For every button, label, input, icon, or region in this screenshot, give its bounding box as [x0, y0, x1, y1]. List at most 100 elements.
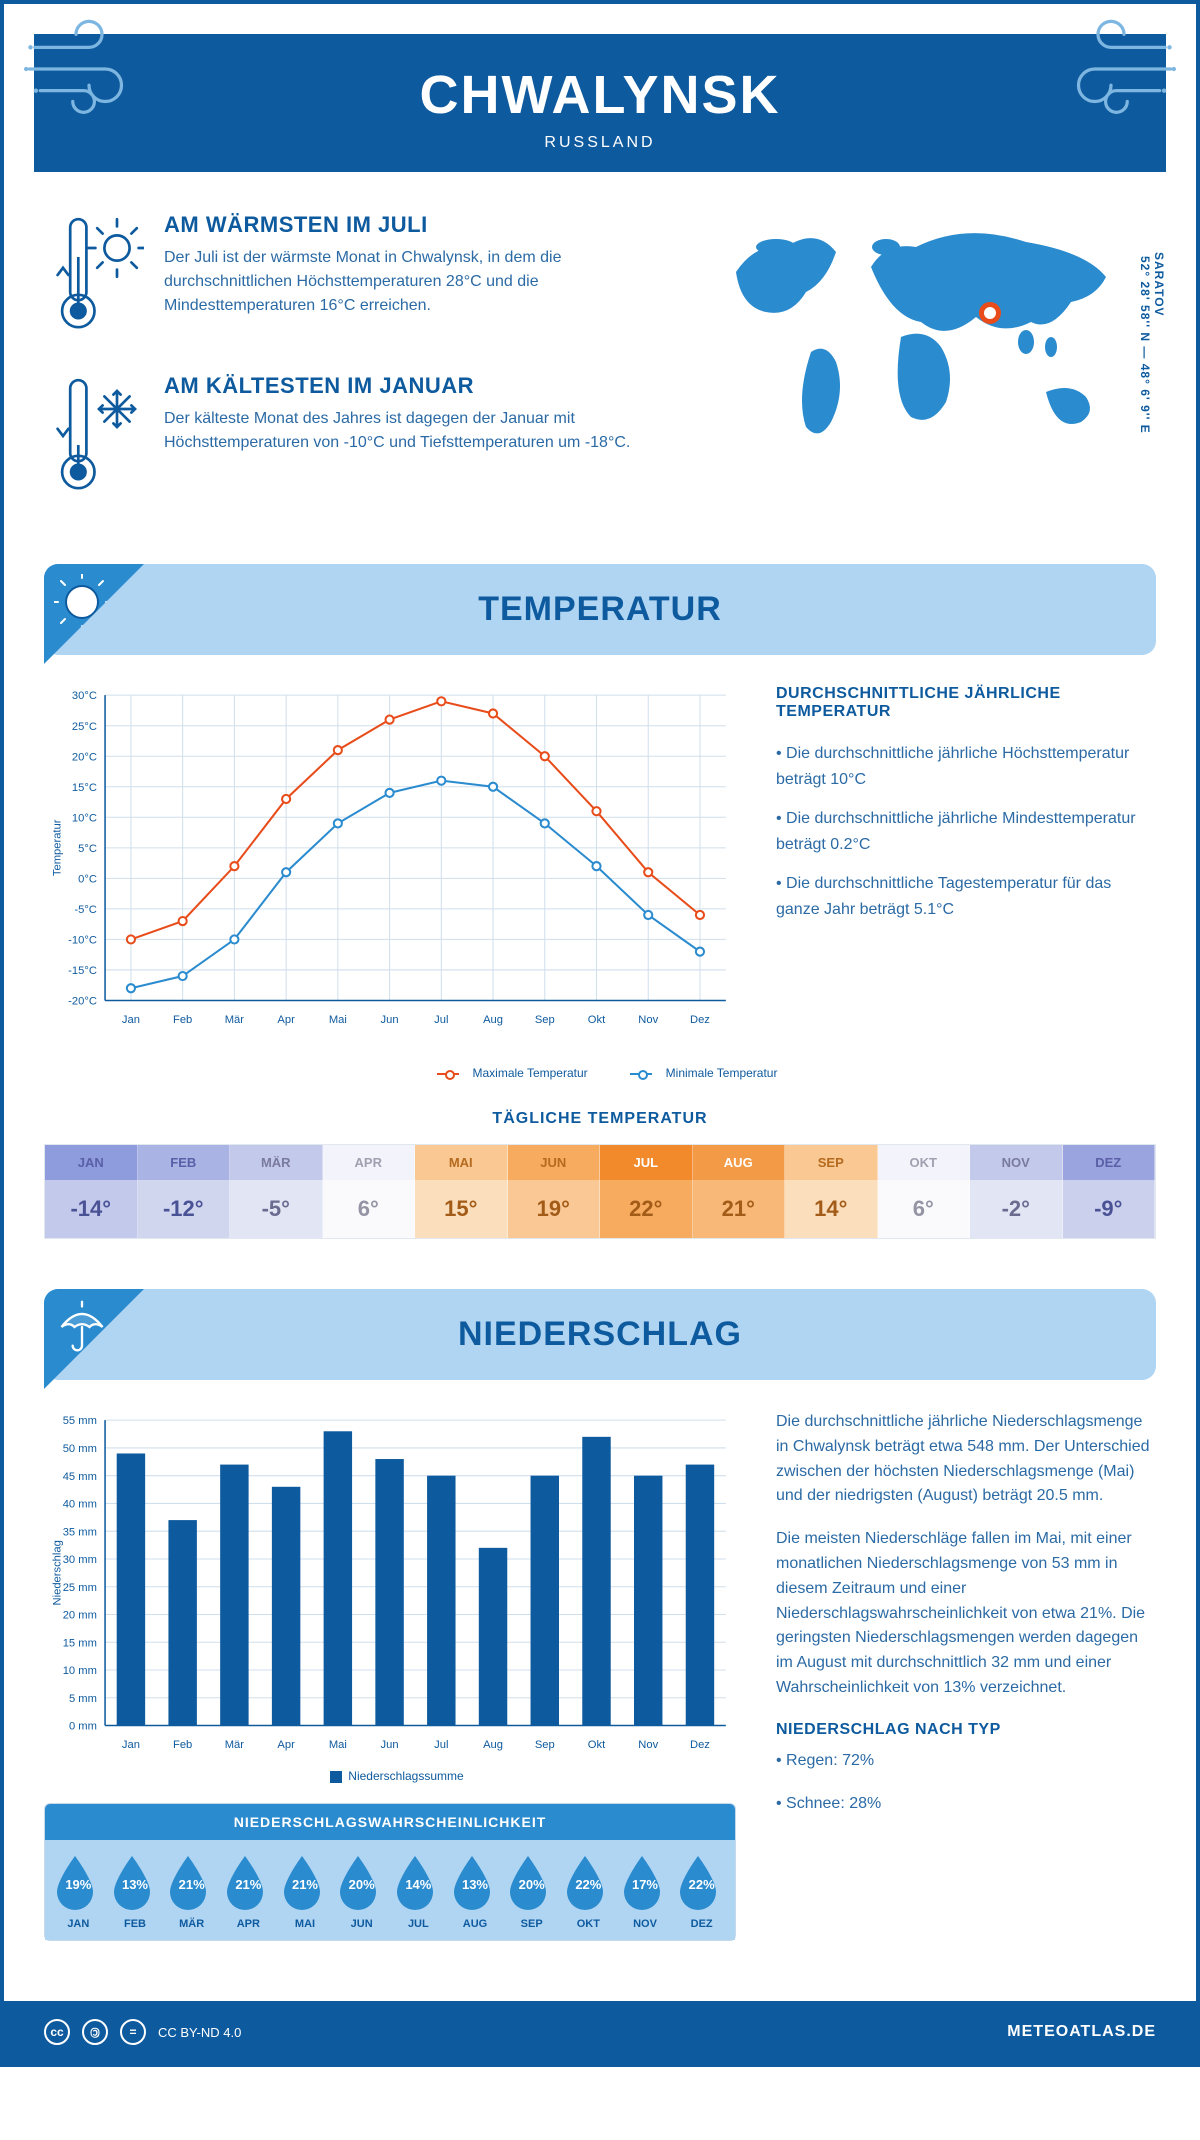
- probability-value: 22%: [575, 1877, 601, 1892]
- svg-text:Okt: Okt: [588, 1739, 606, 1751]
- daily-value: 21°: [693, 1180, 786, 1238]
- precip-text-1: Die durchschnittliche jährliche Niedersc…: [776, 1410, 1156, 1509]
- probability-month: JUN: [334, 1918, 389, 1930]
- footer: cc 🄯 = CC BY-ND 4.0 METEOATLAS.DE: [4, 2001, 1196, 2063]
- probability-cell: 13% AUG: [448, 1854, 503, 1930]
- temp-info-heading: DURCHSCHNITTLICHE JÄHRLICHE TEMPERATUR: [776, 685, 1156, 721]
- daily-month: JUL: [600, 1145, 693, 1180]
- daily-temp-heading: TÄGLICHE TEMPERATUR: [44, 1110, 1156, 1128]
- svg-text:Jun: Jun: [381, 1739, 399, 1751]
- svg-text:Nov: Nov: [638, 1739, 658, 1751]
- svg-text:10°C: 10°C: [72, 812, 97, 824]
- daily-month: FEB: [138, 1145, 231, 1180]
- cc-nd-icon: =: [120, 2019, 146, 2045]
- svg-text:15°C: 15°C: [72, 782, 97, 794]
- cc-icon: cc: [44, 2019, 70, 2045]
- probability-month: AUG: [448, 1918, 503, 1930]
- raindrop-icon: 21%: [221, 1854, 276, 1912]
- daily-value: 6°: [323, 1180, 416, 1238]
- raindrop-icon: 13%: [448, 1854, 503, 1912]
- fact-warm-title: AM WÄRMSTEN IM JULI: [164, 212, 666, 238]
- svg-text:10 mm: 10 mm: [63, 1665, 97, 1677]
- license-text: CC BY-ND 4.0: [158, 2025, 241, 2040]
- daily-month: MAI: [415, 1145, 508, 1180]
- probability-cell: 21% MÄR: [164, 1854, 219, 1930]
- fact-coldest: AM KÄLTESTEN IM JANUAR Der kälteste Mona…: [54, 373, 666, 504]
- probability-month: FEB: [108, 1918, 163, 1930]
- probability-cell: 20% JUN: [334, 1854, 389, 1930]
- svg-text:-5°C: -5°C: [74, 904, 97, 916]
- precip-text-2: Die meisten Niederschläge fallen im Mai,…: [776, 1527, 1156, 1701]
- svg-text:Feb: Feb: [173, 1739, 192, 1751]
- daily-value: -9°: [1063, 1180, 1156, 1238]
- page-title: CHWALYNSK: [34, 64, 1166, 126]
- thermometer-sun-icon: [54, 212, 144, 338]
- probability-cell: 14% JUL: [391, 1854, 446, 1930]
- temp-info-line: • Die durchschnittliche jährliche Mindes…: [776, 806, 1156, 857]
- svg-text:Mär: Mär: [225, 1014, 245, 1026]
- precipitation-banner: NIEDERSCHLAG: [44, 1289, 1156, 1380]
- probability-month: MÄR: [164, 1918, 219, 1930]
- raindrop-icon: 17%: [618, 1854, 673, 1912]
- daily-value: 19°: [508, 1180, 601, 1238]
- probability-value: 22%: [689, 1877, 715, 1892]
- probability-value: 21%: [235, 1877, 261, 1892]
- probability-month: DEZ: [674, 1918, 729, 1930]
- map-column: SARATOV 52° 28' 58'' N — 48° 6' 9'' E: [706, 212, 1146, 534]
- svg-text:5°C: 5°C: [78, 843, 97, 855]
- svg-text:Temperatur: Temperatur: [51, 819, 63, 876]
- probability-value: 19%: [65, 1877, 91, 1892]
- probability-month: SEP: [504, 1918, 559, 1930]
- probability-month: JUL: [391, 1918, 446, 1930]
- probability-cell: 21% APR: [221, 1854, 276, 1930]
- raindrop-icon: 21%: [278, 1854, 333, 1912]
- svg-text:15 mm: 15 mm: [63, 1637, 97, 1649]
- facts-column: AM WÄRMSTEN IM JULI Der Juli ist der wär…: [54, 212, 666, 534]
- wind-decoration-left-icon: [24, 14, 154, 124]
- svg-text:-10°C: -10°C: [68, 934, 97, 946]
- svg-text:Jun: Jun: [381, 1014, 399, 1026]
- probability-month: NOV: [618, 1918, 673, 1930]
- precipitation-summary: Die durchschnittliche jährliche Niedersc…: [776, 1410, 1156, 1941]
- raindrop-icon: 20%: [334, 1854, 389, 1912]
- thermometer-snow-icon: [54, 373, 144, 499]
- precipitation-legend: Niederschlagssumme: [44, 1769, 736, 1783]
- fact-warm-body: Der Juli ist der wärmste Monat in Chwaly…: [164, 246, 666, 318]
- probability-value: 21%: [179, 1877, 205, 1892]
- svg-text:Sep: Sep: [535, 1014, 555, 1026]
- probability-cell: 20% SEP: [504, 1854, 559, 1930]
- temperature-banner: TEMPERATUR: [44, 564, 1156, 655]
- daily-value: -5°: [230, 1180, 323, 1238]
- svg-text:-20°C: -20°C: [68, 996, 97, 1008]
- page-subtitle: RUSSLAND: [34, 134, 1166, 152]
- wind-decoration-right-icon: [1046, 14, 1176, 124]
- svg-text:40 mm: 40 mm: [63, 1499, 97, 1511]
- probability-month: MAI: [278, 1918, 333, 1930]
- site-name: METEOATLAS.DE: [1007, 2023, 1156, 2041]
- probability-month: JAN: [51, 1918, 106, 1930]
- probability-value: 13%: [462, 1877, 488, 1892]
- svg-text:0°C: 0°C: [78, 873, 97, 885]
- svg-text:25 mm: 25 mm: [63, 1582, 97, 1594]
- temperature-summary: DURCHSCHNITTLICHE JÄHRLICHE TEMPERATUR •…: [776, 685, 1156, 937]
- precip-type-heading: NIEDERSCHLAG NACH TYP: [776, 1721, 1156, 1739]
- svg-text:Aug: Aug: [483, 1739, 503, 1751]
- fact-cold-body: Der kälteste Monat des Jahres ist dagege…: [164, 407, 666, 455]
- svg-text:25°C: 25°C: [72, 721, 97, 733]
- svg-text:Feb: Feb: [173, 1014, 192, 1026]
- raindrop-icon: 21%: [164, 1854, 219, 1912]
- fact-cold-title: AM KÄLTESTEN IM JANUAR: [164, 373, 666, 399]
- daily-month: JUN: [508, 1145, 601, 1180]
- daily-month: JAN: [45, 1145, 138, 1180]
- probability-value: 17%: [632, 1877, 658, 1892]
- precipitation-bar-chart: 0 mm5 mm10 mm15 mm20 mm25 mm30 mm35 mm40…: [44, 1410, 736, 1761]
- daily-value: 6°: [878, 1180, 971, 1238]
- map-pin-icon: [979, 302, 1001, 324]
- daily-month: OKT: [878, 1145, 971, 1180]
- svg-text:20 mm: 20 mm: [63, 1610, 97, 1622]
- svg-text:30°C: 30°C: [72, 690, 97, 702]
- precip-type-line: • Regen: 72%: [776, 1749, 1156, 1774]
- svg-text:Apr: Apr: [277, 1739, 295, 1751]
- svg-text:0 mm: 0 mm: [69, 1721, 97, 1733]
- svg-text:5 mm: 5 mm: [69, 1693, 97, 1705]
